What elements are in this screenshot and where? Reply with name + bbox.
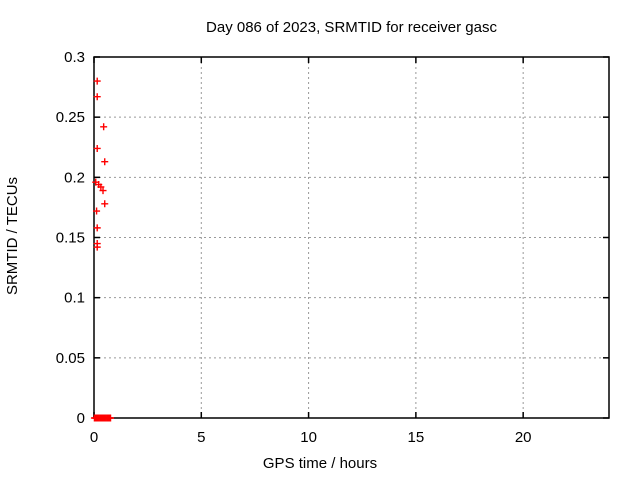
y-tick-label: 0.1 [64, 290, 85, 307]
data-point-marker [93, 93, 101, 101]
x-tick-label: 0 [90, 429, 98, 446]
data-point-marker [107, 414, 115, 422]
y-tick-label: 0.25 [56, 109, 85, 126]
data-point-marker [93, 224, 101, 232]
y-tick-label: 0.05 [56, 350, 85, 367]
data-point-marker [101, 158, 109, 166]
data-point-marker [93, 144, 101, 152]
data-point-marker [100, 123, 108, 131]
y-axis-label: SRMTID / TECUs [4, 176, 21, 296]
x-tick-label: 15 [408, 429, 425, 446]
x-tick-label: 10 [300, 429, 317, 446]
x-tick-label: 5 [197, 429, 205, 446]
data-point-marker [101, 200, 109, 208]
data-point-marker [97, 183, 105, 191]
y-tick-label: 0.3 [64, 49, 85, 66]
data-point-marker [93, 207, 101, 215]
y-tick-label: 0 [77, 410, 85, 427]
x-axis-label: GPS time / hours [262, 455, 378, 472]
x-tick-label: 20 [515, 429, 532, 446]
data-point-marker [93, 77, 101, 85]
y-tick-label: 0.2 [64, 169, 85, 186]
chart-title: Day 086 of 2023, SRMTID for receiver gas… [206, 19, 497, 36]
data-point-marker [99, 187, 107, 195]
y-tick-label: 0.15 [56, 230, 85, 247]
data-point-marker [93, 243, 101, 251]
plot-frame [93, 56, 610, 419]
